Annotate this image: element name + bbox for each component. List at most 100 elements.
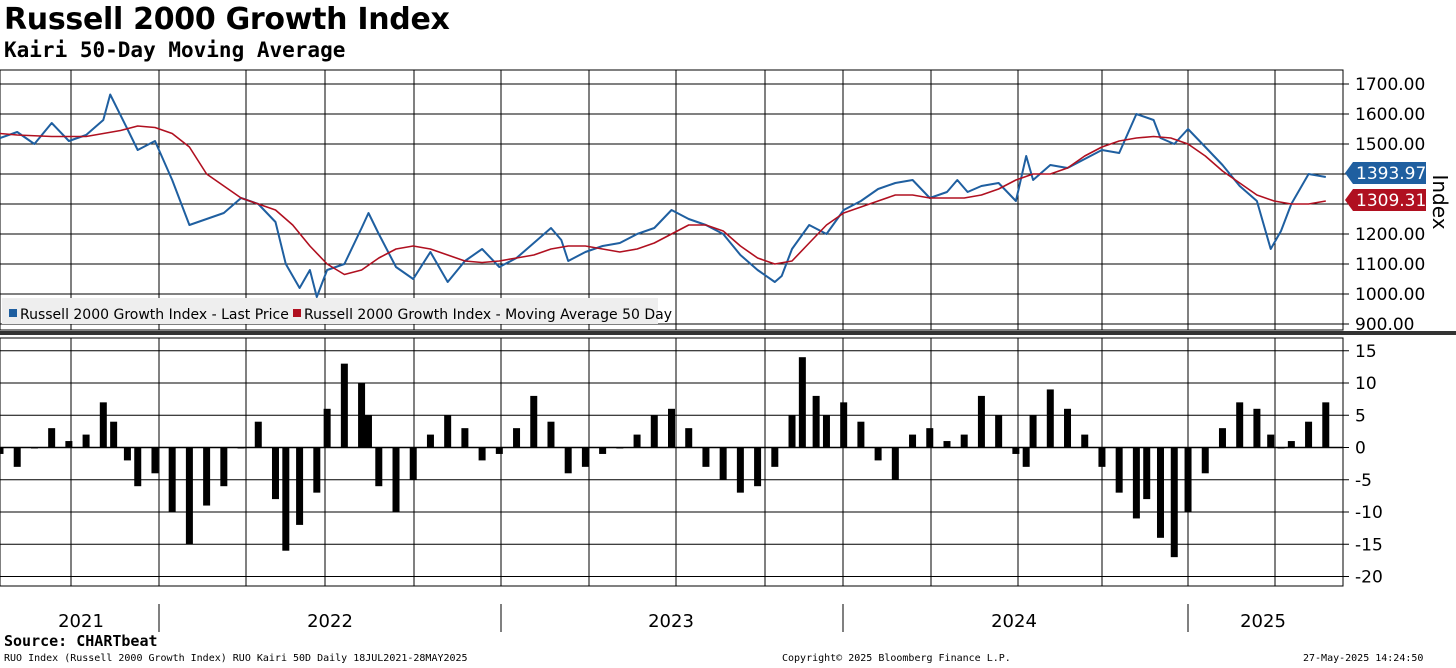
- kairi-bar: [1236, 402, 1244, 448]
- kairi-bar: [1064, 408, 1072, 448]
- kairi-bar: [668, 408, 675, 448]
- lower-tick-label: -10: [1355, 503, 1383, 523]
- panel-separator: [0, 331, 1456, 335]
- footer-timestamp: 27-May-2025 14:24:50: [1303, 653, 1424, 664]
- kairi-bar: [296, 447, 304, 525]
- kairi-bar: [0, 447, 4, 454]
- kairi-bar: [685, 428, 693, 448]
- kairi-bar: [1170, 447, 1178, 558]
- lower-panel-frame: [0, 337, 1344, 587]
- kairi-bar: [82, 434, 90, 448]
- kairi-bar: [771, 447, 779, 467]
- kairi-bar: [1012, 447, 1020, 454]
- kairi-bar: [13, 447, 21, 467]
- kairi-bar: [530, 395, 538, 448]
- upper-tick-label: 1600.00: [1355, 105, 1425, 125]
- last-price-series-line: [0, 93, 1326, 298]
- kairi-bar: [909, 434, 917, 448]
- x-axis-year-label: 2024: [991, 611, 1037, 632]
- last-price-value-badge-text: 1393.97: [1356, 164, 1426, 184]
- kairi-bar: [564, 447, 572, 474]
- x-axis-year-label: 2025: [1240, 611, 1286, 632]
- kairi-bar: [134, 447, 142, 487]
- upper-tick-label: 1200.00: [1355, 225, 1425, 245]
- kairi-bar: [313, 447, 321, 493]
- kairi-bar: [358, 383, 366, 448]
- kairi-bar: [185, 447, 193, 545]
- lower-tick-label: 5: [1355, 406, 1366, 426]
- kairi-bar: [151, 447, 159, 474]
- upper-tick-label: 1000.00: [1355, 285, 1425, 305]
- kairi-bar: [478, 447, 486, 461]
- kairi-bar: [650, 415, 658, 448]
- kairi-bar: [1287, 441, 1295, 448]
- footer-description: RUO Index (Russell 2000 Growth Index) RU…: [4, 653, 468, 664]
- lower-tick-label: 15: [1355, 342, 1377, 362]
- kairi-bar: [874, 447, 882, 461]
- kairi-bar: [891, 447, 899, 480]
- kairi-bar: [99, 402, 107, 448]
- kairi-bar: [1098, 447, 1106, 467]
- kairi-bar: [943, 441, 951, 448]
- kairi-bar: [513, 428, 521, 448]
- upper-tick-label: 1700.00: [1355, 75, 1425, 95]
- chart-subtitle: Kairi 50-Day Moving Average: [4, 38, 346, 62]
- kairi-bar: [1267, 434, 1275, 448]
- kairi-bar: [1022, 447, 1030, 467]
- kairi-bar: [65, 441, 73, 448]
- kairi-bar: [995, 415, 1003, 448]
- kairi-bar: [977, 395, 985, 448]
- kairi-bar: [1132, 447, 1140, 519]
- kairi-bar: [1253, 408, 1261, 448]
- kairi-bar: [168, 447, 176, 512]
- kairi-bar: [719, 447, 727, 480]
- upper-axis-title: Index: [1428, 174, 1452, 229]
- lower-tick-label: -5: [1355, 471, 1372, 491]
- upper-tick-label: 1500.00: [1355, 135, 1425, 155]
- lower-tick-label: -15: [1355, 535, 1383, 555]
- kairi-bar: [271, 447, 279, 500]
- kairi-bar: [203, 447, 211, 506]
- upper-panel-frame: [0, 69, 1344, 331]
- kairi-bar: [110, 421, 118, 448]
- kairi-bar: [1046, 389, 1054, 448]
- kairi-bar: [581, 447, 589, 467]
- source-label: Source: CHARTbeat: [4, 632, 158, 650]
- kairi-bar: [547, 421, 555, 448]
- kairi-bar: [392, 447, 400, 512]
- last-price-value-badge: [1345, 162, 1426, 184]
- kairi-bar: [736, 447, 744, 493]
- kairi-bar: [857, 421, 865, 448]
- kairi-bar: [822, 415, 830, 448]
- footer-copyright: Copyright© 2025 Bloomberg Finance L.P.: [782, 653, 1011, 664]
- x-axis-year-label: 2022: [307, 611, 353, 632]
- kairi-bar: [1156, 447, 1164, 538]
- kairi-bar: [1081, 434, 1089, 448]
- kairi-bar: [461, 428, 469, 448]
- kairi-bar: [926, 428, 934, 448]
- legend-box: [2, 298, 658, 324]
- kairi-bar: [1201, 447, 1209, 474]
- lower-tick-label: 10: [1355, 374, 1377, 394]
- lower-tick-label: 0: [1355, 439, 1366, 459]
- kairi-bar: [495, 447, 503, 454]
- kairi-bar: [1184, 447, 1192, 512]
- kairi-bar: [409, 447, 417, 480]
- kairi-bar: [754, 447, 762, 487]
- upper-tick-label: 1100.00: [1355, 255, 1425, 275]
- kairi-bar: [798, 357, 806, 448]
- kairi-bar: [323, 408, 331, 448]
- upper-tick-label: 900.00: [1355, 315, 1414, 335]
- kairi-bar: [282, 447, 290, 551]
- moving-average-value-badge-text: 1309.31: [1356, 191, 1426, 211]
- legend-label-last-price: Russell 2000 Growth Index - Last Price: [20, 307, 289, 323]
- kairi-bar: [1305, 421, 1313, 448]
- moving-average-value-badge: [1345, 189, 1426, 211]
- kairi-bar: [340, 363, 348, 448]
- kairi-bar: [426, 434, 434, 448]
- kairi-bar: [220, 447, 228, 487]
- chart-title: Russell 2000 Growth Index: [4, 2, 450, 37]
- kairi-bar: [254, 421, 262, 448]
- legend-label-moving-average: Russell 2000 Growth Index - Moving Avera…: [304, 307, 672, 323]
